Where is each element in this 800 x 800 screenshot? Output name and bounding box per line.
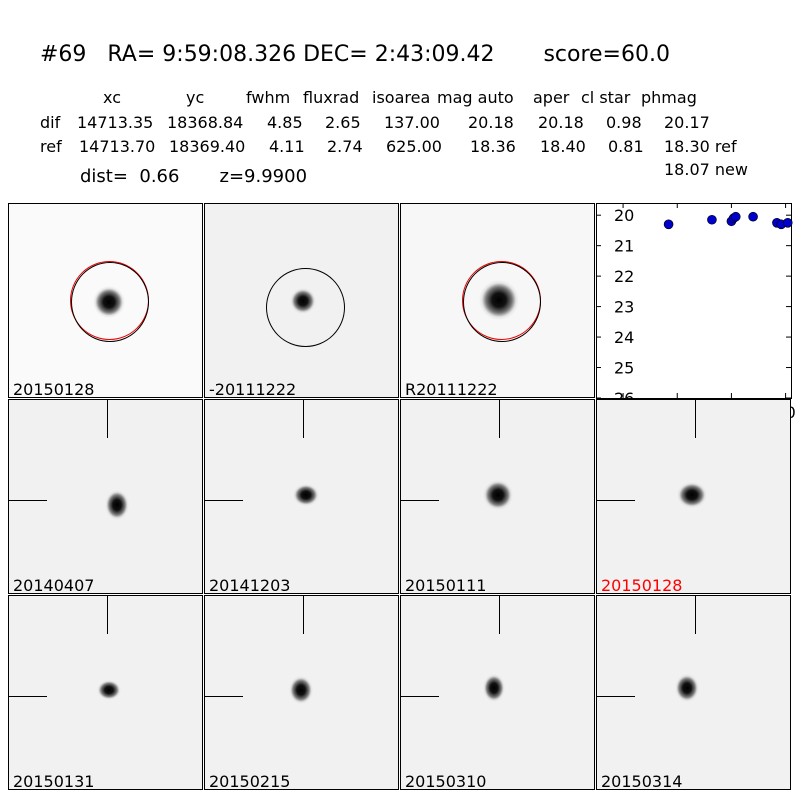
row-label-ref: ref (40, 137, 62, 156)
crosshair-tick-vertical (695, 400, 696, 438)
col-header-mag-auto: mag auto (437, 88, 514, 107)
new-mag-label: 18.07 new (664, 160, 748, 179)
cutout-panel-5[interactable]: 20150215 (204, 595, 399, 790)
data-point (782, 218, 793, 228)
col-header-cl-star: cl star (581, 88, 631, 107)
data-point (663, 219, 674, 230)
cell: 0.98 (606, 113, 642, 132)
panel-label: R20111222 (405, 380, 498, 398)
row-label-dif: dif (40, 113, 61, 132)
crosshair-tick-horizontal (597, 696, 635, 697)
source-blob (483, 674, 505, 702)
crosshair-tick-vertical (303, 596, 304, 634)
col-header-aper: aper (533, 88, 570, 107)
panel-label: 20150215 (209, 772, 291, 790)
source-blob (675, 674, 699, 702)
crosshair-tick-horizontal (9, 696, 47, 697)
y-tick-label: 24 (614, 328, 634, 347)
col-header-isoarea: isoarea (372, 88, 431, 107)
cell: 20.18 (538, 113, 584, 132)
cutout-panel-new[interactable]: 20150128 (8, 203, 203, 398)
cutout-panel-ref[interactable]: R20111222 (400, 203, 595, 398)
source-blob (97, 680, 121, 700)
page-title: #69 RA= 9:59:08.326 DEC= 2:43:09.42 scor… (40, 42, 670, 67)
col-header-phmag: phmag (641, 88, 697, 107)
panel-label: -20111222 (209, 380, 297, 398)
cell: 2.65 (325, 113, 361, 132)
source-blob (105, 490, 129, 520)
aperture-circle-black (71, 262, 149, 342)
cutout-panel-6[interactable]: 20150310 (400, 595, 595, 790)
crosshair-tick-vertical (695, 596, 696, 634)
cell: 625.00 (386, 137, 442, 156)
crosshair-tick-vertical (107, 400, 108, 438)
cell: 18.36 (470, 137, 516, 156)
col-header-fwhm: fwhm (246, 88, 291, 107)
col-header-fluxrad: fluxrad (303, 88, 360, 107)
cell: 18369.40 (169, 137, 246, 156)
crosshair-tick-vertical (499, 400, 500, 438)
data-point (748, 211, 758, 222)
cutout-panel-3[interactable]: 20150128 (596, 399, 791, 594)
aperture-circle-black (266, 268, 345, 347)
crosshair-tick-horizontal (9, 500, 47, 501)
aperture-circle-black (463, 262, 541, 342)
cutout-panel-4[interactable]: 20150131 (8, 595, 203, 790)
crosshair-tick-horizontal (401, 696, 439, 697)
y-tick-label: 22 (614, 267, 634, 286)
crosshair-tick-vertical (499, 596, 500, 634)
crosshair-tick-vertical (303, 400, 304, 438)
source-blob (483, 480, 513, 510)
y-tick-label: 23 (614, 298, 634, 317)
cell: 18.30 ref (664, 137, 737, 156)
y-tick-label: 21 (614, 237, 634, 256)
crosshair-tick-horizontal (401, 500, 439, 501)
data-point (730, 211, 741, 222)
cutout-panel-2[interactable]: 20150111 (400, 399, 595, 594)
panel-label: 20150128 (601, 576, 683, 594)
cell: 20.18 (468, 113, 514, 132)
dist-readout: dist= 0.66 z=9.9900 (80, 166, 308, 187)
cutout-panel-7[interactable]: 20150314 (596, 595, 791, 790)
cutout-panel-diff[interactable]: -20111222 (204, 203, 399, 398)
panel-label: 20150111 (405, 576, 487, 594)
panel-label: 20140407 (13, 576, 95, 594)
panel-label: 20150128 (13, 380, 95, 398)
crosshair-tick-horizontal (205, 500, 243, 501)
col-header-yc: yc (186, 88, 205, 107)
cutout-panel-0[interactable]: 20140407 (8, 399, 203, 594)
cell: 2.74 (327, 137, 363, 156)
cell: 20.17 (664, 113, 710, 132)
source-blob (677, 482, 707, 508)
cutout-panel-1[interactable]: 20141203 (204, 399, 399, 594)
panel-label: 20150310 (405, 772, 487, 790)
panel-label: 20141203 (209, 576, 291, 594)
crosshair-tick-horizontal (205, 696, 243, 697)
cell: 4.11 (269, 137, 305, 156)
crosshair-tick-horizontal (597, 500, 635, 501)
source-blob (293, 484, 319, 506)
cell: 4.85 (267, 113, 303, 132)
cell: 14713.35 (77, 113, 154, 132)
cell: 14713.70 (79, 137, 156, 156)
crosshair-tick-vertical (107, 596, 108, 634)
panel-label: 20150131 (13, 772, 95, 790)
cell: 137.00 (384, 113, 440, 132)
data-point (707, 214, 717, 225)
panel-label: 20150314 (601, 772, 683, 790)
col-header-xc: xc (103, 88, 121, 107)
source-blob (289, 676, 313, 704)
y-tick-label: 20 (614, 206, 634, 225)
y-tick-label: 25 (614, 359, 634, 378)
cell: 0.81 (608, 137, 644, 156)
plot-frame (596, 203, 792, 399)
cell: 18368.84 (167, 113, 244, 132)
cell: 18.40 (540, 137, 586, 156)
